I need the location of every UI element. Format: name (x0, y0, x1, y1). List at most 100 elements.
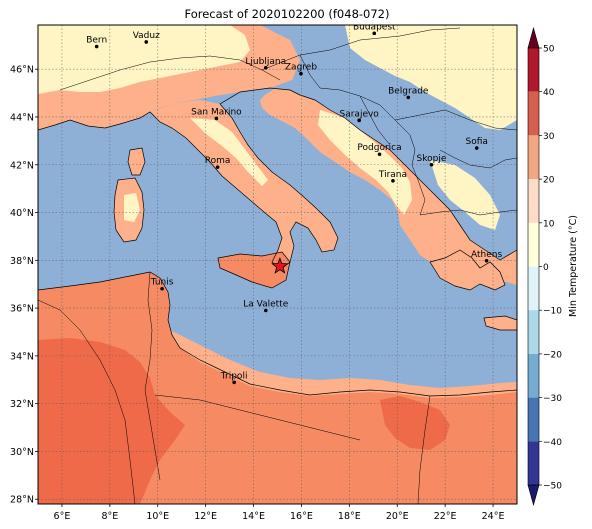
city-label-san-marino: San Marino (191, 107, 242, 117)
longitude-axis: 6°E 8°E 10°E 12°E 14°E 16°E 18°E 20°E 22°E 24°E (54, 504, 505, 522)
colorbar-tick-label: −40 (543, 438, 562, 448)
city-dot-san-marino (214, 116, 219, 121)
city-label-zagreb: Zagreb (285, 63, 317, 73)
colorbar-bin (528, 135, 539, 180)
city-dot-tirana (391, 178, 395, 183)
land-africa-cool-strip (170, 330, 517, 398)
lat-tick-label: 40°N (10, 208, 34, 219)
colorbar-bin (528, 310, 539, 354)
city-label-bern: Bern (86, 36, 107, 46)
lat-tick-label: 36°N (10, 304, 34, 315)
city-label-skopje: Skopje (417, 154, 447, 164)
city-label-tripoli: Tripoli (220, 371, 248, 381)
city-label-sarajevo: Sarajevo (340, 109, 380, 119)
lat-tick-label: 46°N (10, 65, 34, 76)
lat-tick-label: 34°N (10, 351, 34, 362)
lon-tick-label: 10°E (146, 511, 169, 522)
land-africa-hot-2 (380, 396, 450, 450)
colorbar: 50 40 30 20 10 0 −10 −20 −30 −40 −50 (527, 26, 562, 507)
city-label-sofia: Sofia (466, 137, 488, 147)
lat-tick-label: 44°N (10, 112, 34, 123)
colorbar-extend-bottom (527, 484, 540, 507)
city-label-tirana: Tirana (378, 170, 407, 180)
city-dot-athens (484, 258, 489, 263)
colorbar-tick-label: 40 (543, 88, 555, 98)
lat-tick-label: 42°N (10, 160, 34, 171)
city-dot-podgorica (377, 152, 382, 157)
land-alps-cool (38, 25, 250, 94)
land-greece (430, 250, 505, 290)
lon-tick-label: 20°E (386, 511, 409, 522)
lon-tick-label: 24°E (482, 511, 505, 522)
city-dot-skopje (429, 162, 434, 167)
lat-tick-label: 38°N (10, 256, 34, 267)
city-dot-sarajevo (357, 118, 361, 123)
colorbar-tick-label: 20 (543, 176, 555, 186)
colorbar-bin (528, 441, 539, 485)
lon-tick-label: 6°E (54, 511, 71, 522)
colorbar-bin (528, 266, 539, 311)
colorbar-tick-label: 30 (543, 132, 555, 142)
land-italy (150, 100, 338, 270)
colorbar-tick-label: −30 (543, 394, 562, 404)
colorbar-bin (528, 179, 539, 223)
colorbar-tick-label: −20 (543, 350, 562, 360)
land-sicily (218, 252, 290, 288)
colorbar-bin (528, 91, 539, 136)
colorbar-bin (528, 48, 539, 92)
land-corsica (128, 148, 145, 175)
colorbar-bin (528, 222, 539, 267)
figure-title: Forecast of 2020102200 (f048-072) (185, 7, 390, 21)
city-dot-belgrade (406, 95, 411, 100)
land-balkans-cool (345, 25, 517, 130)
city-label-vaduz: Vaduz (133, 31, 160, 41)
city-label-podgorica: Podgorica (357, 143, 401, 153)
lon-tick-label: 12°E (194, 511, 217, 522)
latitude-axis: 46°N 44°N 42°N 40°N 38°N 36°N 34°N 32°N 30°N 28°N (10, 65, 38, 506)
city-dot-ljubljana (263, 65, 268, 70)
city-dot-tripoli (232, 380, 236, 385)
city-dot-tunis (160, 286, 164, 291)
lon-tick-label: 22°E (434, 511, 457, 522)
lon-tick-label: 18°E (338, 511, 361, 522)
colorbar-tick-label: 50 (543, 45, 555, 55)
city-label-belgrade: Belgrade (388, 86, 429, 96)
lon-tick-label: 8°E (101, 511, 118, 522)
graticule (38, 25, 517, 504)
country-borders (38, 27, 517, 504)
city-dot-budapest (372, 31, 377, 36)
colorbar-tick-label: −50 (543, 482, 562, 492)
location-marker (271, 257, 289, 274)
star-marker-icon (271, 257, 289, 274)
lat-tick-label: 28°N (10, 495, 34, 506)
colorbar-tick-label: −10 (543, 307, 562, 317)
city-label-roma: Roma (205, 156, 231, 166)
land-sardinia-cool (124, 193, 140, 222)
lon-tick-label: 16°E (290, 511, 313, 522)
city-label-ljubljana: Ljubljana (245, 57, 286, 67)
city-label-budapest: Budapest (353, 22, 396, 32)
map-frame (37, 24, 518, 505)
colorbar-tick-label: 0 (543, 263, 549, 273)
coastlines (38, 87, 517, 397)
land-africa-hot (38, 338, 185, 504)
lat-tick-label: 32°N (10, 399, 34, 410)
colorbar-bin (528, 397, 539, 442)
colorbar-bin (528, 353, 539, 398)
city-dot-zagreb (299, 71, 303, 76)
colorbar-extend-top (527, 26, 540, 49)
lat-tick-label: 30°N (10, 447, 34, 458)
land-italy-cool (190, 118, 268, 186)
city-label-la-valette: La Valette (243, 299, 288, 309)
city-dot-vaduz (144, 40, 149, 44)
city-label-tunis: Tunis (150, 278, 174, 288)
city-dot-sofia (474, 146, 479, 150)
lon-tick-label: 14°E (242, 511, 265, 522)
city-dot-roma (215, 165, 220, 169)
colorbar-label: Min Temperature (°C) (568, 215, 579, 317)
land-crete (484, 316, 517, 330)
city-dot-la-valette (263, 308, 268, 313)
